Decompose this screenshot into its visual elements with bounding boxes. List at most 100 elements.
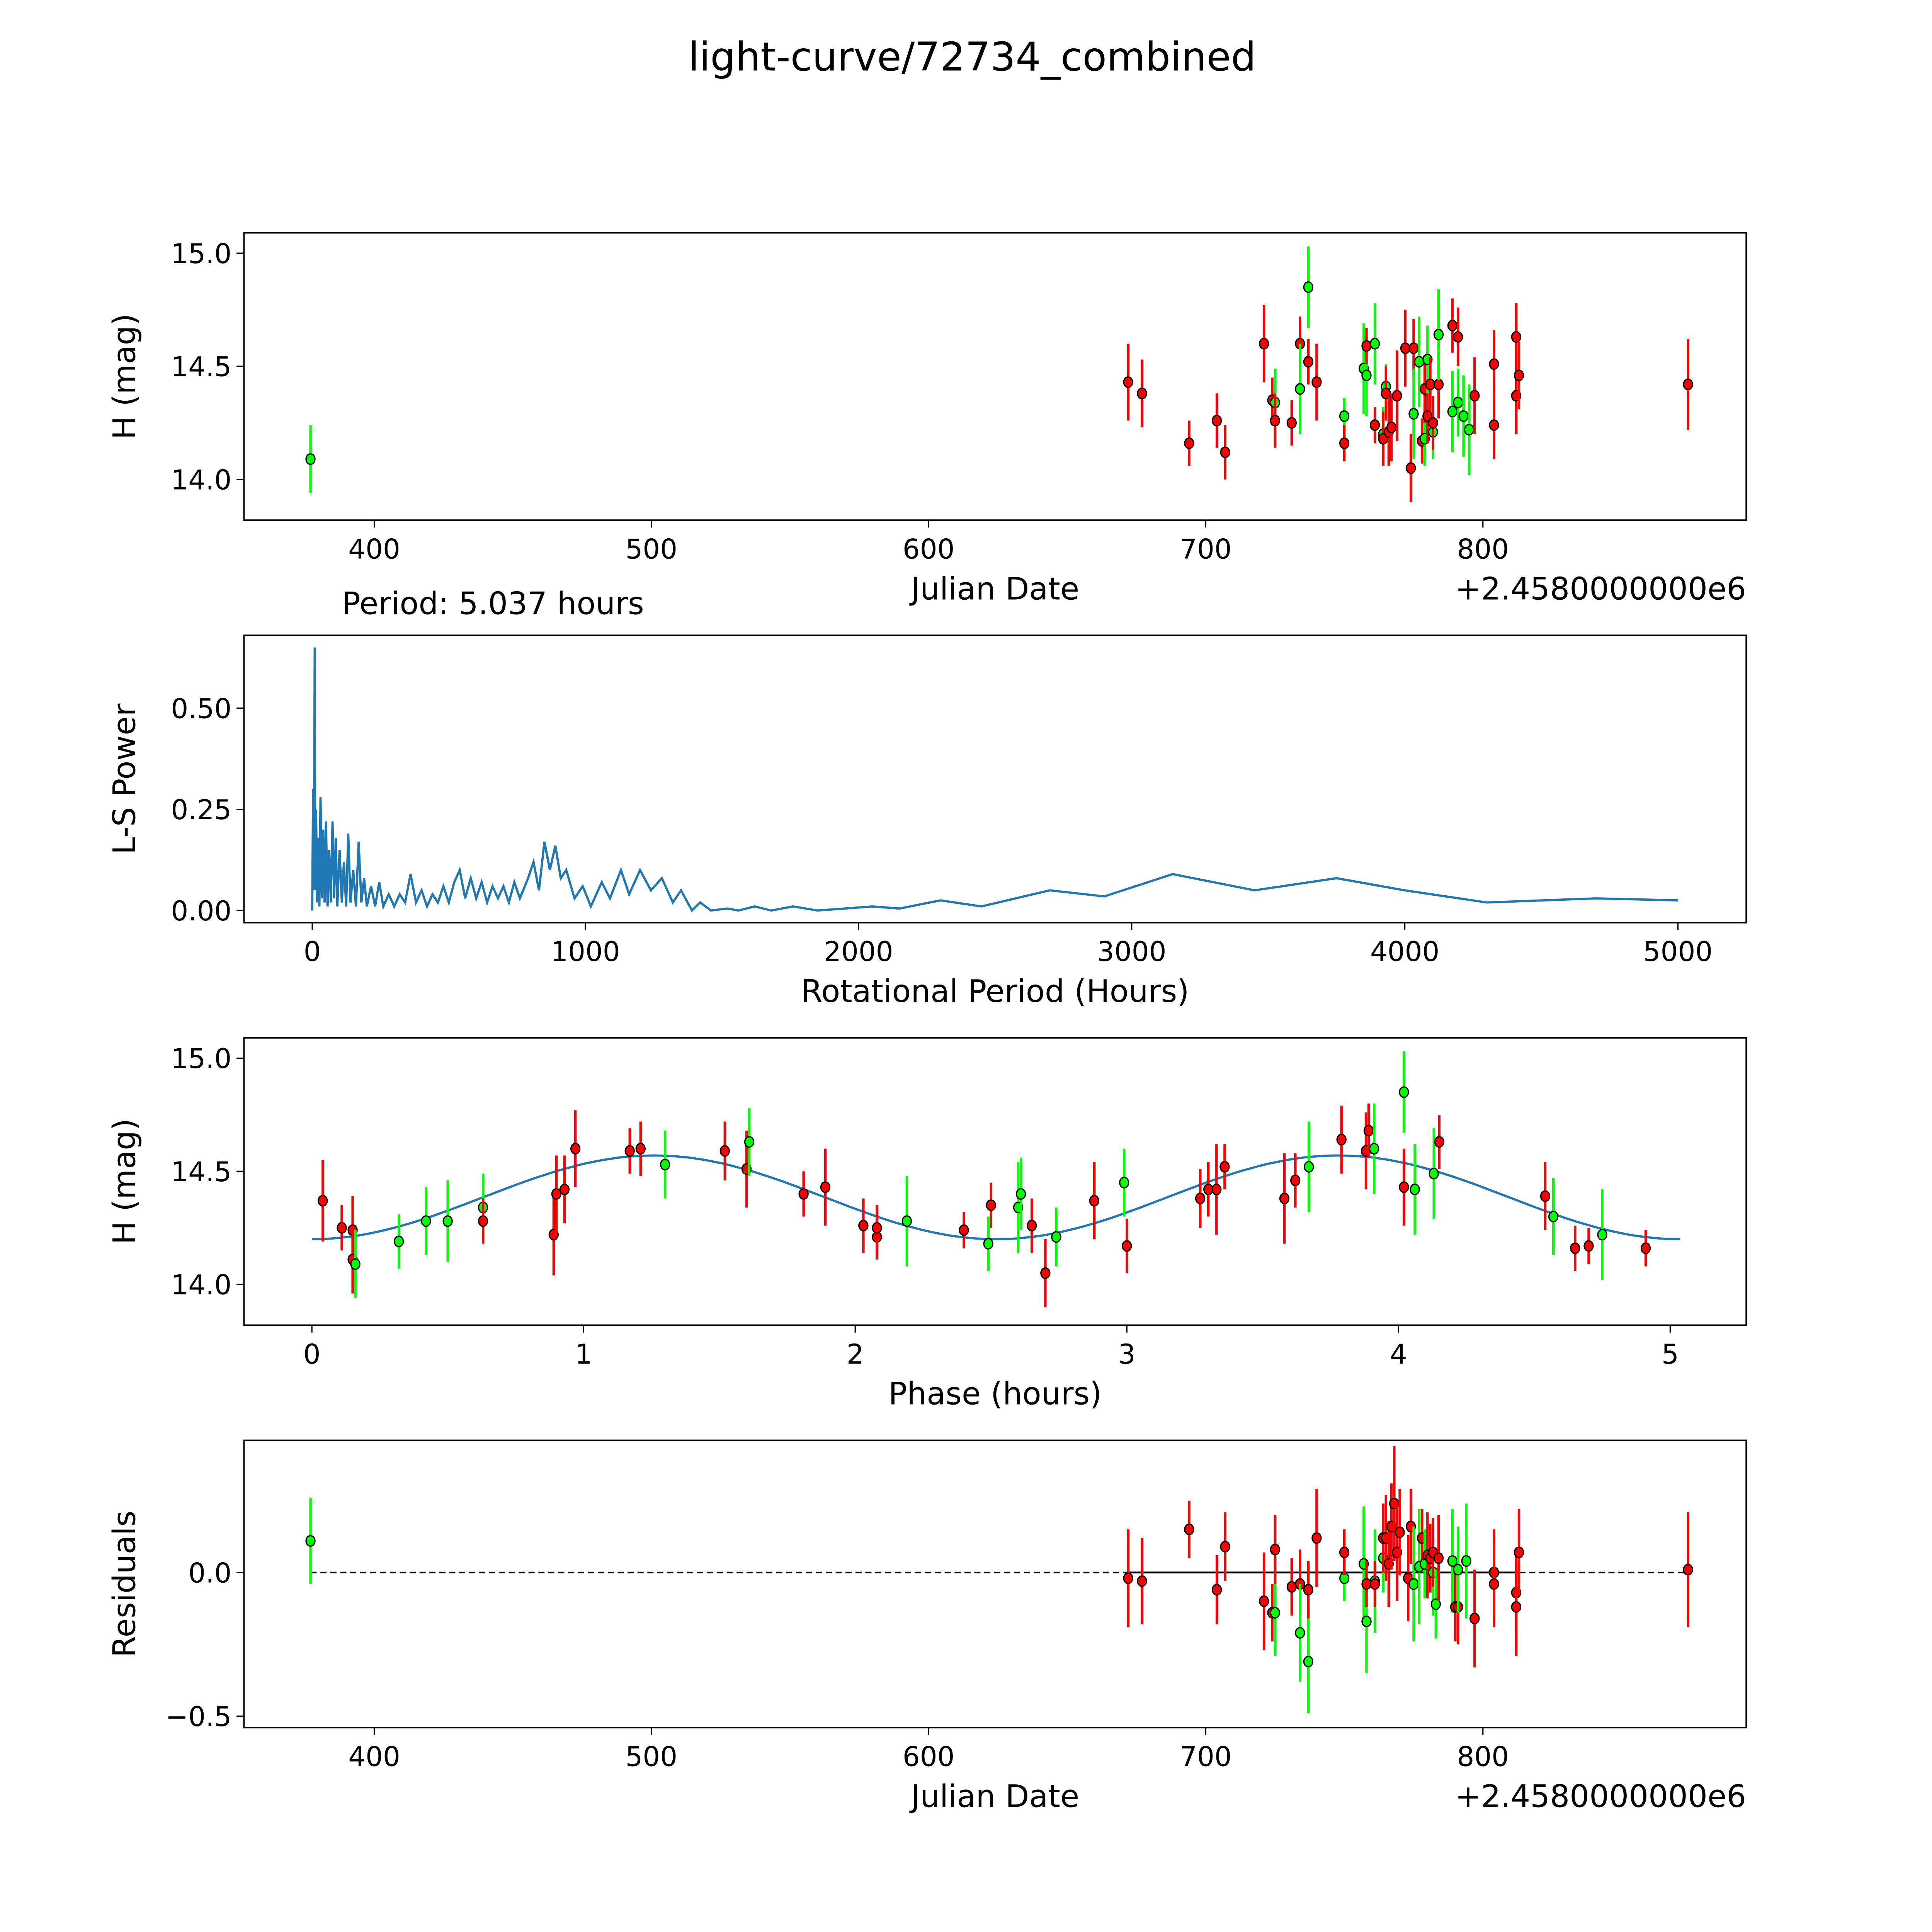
data-point bbox=[1514, 369, 1524, 381]
x-axis-label: Julian Date bbox=[909, 1778, 1079, 1814]
y-tick-label: 0.0 bbox=[188, 1557, 231, 1589]
data-point bbox=[1425, 378, 1435, 390]
data-point bbox=[1027, 1219, 1037, 1231]
data-point bbox=[1433, 378, 1444, 390]
data-point bbox=[1363, 1124, 1374, 1137]
data-point bbox=[570, 1143, 581, 1155]
data-point bbox=[1406, 462, 1416, 474]
data-point bbox=[1311, 376, 1322, 388]
data-point bbox=[1089, 1195, 1100, 1207]
data-point bbox=[872, 1222, 882, 1234]
data-point bbox=[1259, 1595, 1269, 1607]
y-tick-label: 15.0 bbox=[171, 1043, 231, 1075]
data-point bbox=[442, 1215, 453, 1227]
x-tick-label: 500 bbox=[626, 534, 678, 565]
data-point bbox=[1270, 1544, 1280, 1556]
y-tick-label: 0.25 bbox=[171, 794, 231, 826]
period-title: Period: 5.037 hours bbox=[342, 586, 644, 622]
x-tick-label: 1000 bbox=[551, 936, 620, 968]
data-point bbox=[1400, 342, 1411, 354]
data-point bbox=[1219, 1161, 1230, 1173]
data-point bbox=[1640, 1242, 1651, 1254]
data-point bbox=[1015, 1188, 1026, 1200]
data-point bbox=[1386, 422, 1397, 434]
data-point bbox=[1408, 408, 1419, 420]
y-axis-label: L-S Power bbox=[106, 704, 142, 855]
x-offset-text: +2.4580000000e6 bbox=[1455, 1778, 1747, 1814]
data-point bbox=[1511, 331, 1522, 343]
y-tick-label: 14.0 bbox=[171, 464, 231, 496]
data-point bbox=[1279, 1192, 1290, 1204]
axes-frame bbox=[243, 1037, 1747, 1326]
data-point bbox=[1211, 1184, 1222, 1196]
data-point bbox=[1303, 1584, 1314, 1596]
figure-title: light-curve/72734_combined bbox=[688, 34, 1256, 80]
data-point bbox=[798, 1188, 809, 1200]
data-point bbox=[1430, 1598, 1441, 1610]
x-tick-label: 5 bbox=[1662, 1338, 1679, 1370]
y-tick-label: −0.5 bbox=[165, 1701, 231, 1733]
plot-area bbox=[305, 246, 1693, 502]
data-point bbox=[635, 1143, 646, 1155]
data-point bbox=[1122, 1240, 1132, 1252]
data-point bbox=[1123, 1572, 1133, 1584]
x-tick-label: 5000 bbox=[1643, 936, 1713, 968]
data-point bbox=[1361, 369, 1372, 381]
data-point bbox=[1339, 410, 1350, 422]
y-tick-label: 14.5 bbox=[171, 351, 231, 383]
data-point bbox=[478, 1215, 488, 1227]
panel-periodogram: 0 1000 2000 3000 4000 5000 0.00 0.25 0.50 Rotatio… bbox=[106, 586, 1747, 1009]
data-point bbox=[1295, 1627, 1305, 1639]
data-point bbox=[1428, 417, 1438, 429]
x-tick-label: 400 bbox=[348, 534, 400, 565]
x-offset-text: +2.4580000000e6 bbox=[1455, 571, 1747, 607]
data-point bbox=[394, 1235, 404, 1247]
x-tick-label: 600 bbox=[903, 534, 955, 565]
data-point bbox=[1458, 410, 1469, 422]
data-point bbox=[858, 1219, 869, 1231]
data-point bbox=[1339, 1546, 1350, 1558]
data-point bbox=[1461, 1555, 1471, 1567]
data-point bbox=[1303, 1656, 1314, 1668]
x-tick-label: 4 bbox=[1390, 1338, 1407, 1370]
panel-lightcurve: 400 500 600 700 800 14.0 14.5 15.0 Julian Date H … bbox=[106, 232, 1747, 607]
plot-area bbox=[305, 1446, 1693, 1713]
y-tick-label: 14.0 bbox=[171, 1269, 231, 1301]
y-axis-label: Residuals bbox=[106, 1510, 142, 1657]
data-point bbox=[305, 453, 316, 465]
data-point bbox=[1548, 1211, 1559, 1223]
x-tick-label: 3000 bbox=[1097, 936, 1166, 968]
data-point bbox=[1453, 331, 1463, 343]
data-point bbox=[959, 1224, 969, 1236]
data-point bbox=[744, 1136, 755, 1148]
axes-frame bbox=[243, 232, 1747, 521]
x-tick-label: 600 bbox=[903, 1741, 955, 1773]
data-point bbox=[1583, 1240, 1594, 1252]
data-point bbox=[1311, 1532, 1322, 1544]
data-point bbox=[1212, 1584, 1222, 1596]
data-point bbox=[1220, 1541, 1230, 1553]
data-point bbox=[1392, 390, 1402, 402]
data-point bbox=[421, 1215, 431, 1227]
data-point bbox=[1361, 1615, 1372, 1628]
x-tick-label: 800 bbox=[1457, 1741, 1509, 1773]
plot-area bbox=[311, 1051, 1680, 1307]
y-tick-label: 15.0 bbox=[171, 238, 231, 270]
data-point bbox=[1361, 1578, 1372, 1590]
data-point bbox=[1453, 396, 1463, 408]
data-point bbox=[1137, 388, 1147, 400]
x-tick-label: 700 bbox=[1180, 534, 1232, 565]
y-tick-label: 14.5 bbox=[171, 1156, 231, 1188]
data-point bbox=[983, 1238, 993, 1250]
data-point bbox=[1453, 1564, 1463, 1576]
x-tick-label: 0 bbox=[303, 1338, 321, 1370]
data-point bbox=[1469, 390, 1480, 402]
data-point bbox=[1464, 423, 1475, 436]
x-tick-label: 500 bbox=[626, 1741, 678, 1773]
data-point bbox=[1395, 1526, 1405, 1538]
data-point bbox=[820, 1181, 831, 1193]
model-fit-curve bbox=[311, 1154, 1680, 1240]
data-point bbox=[1304, 1161, 1314, 1173]
data-point bbox=[1339, 437, 1350, 449]
data-point bbox=[1290, 1174, 1301, 1186]
